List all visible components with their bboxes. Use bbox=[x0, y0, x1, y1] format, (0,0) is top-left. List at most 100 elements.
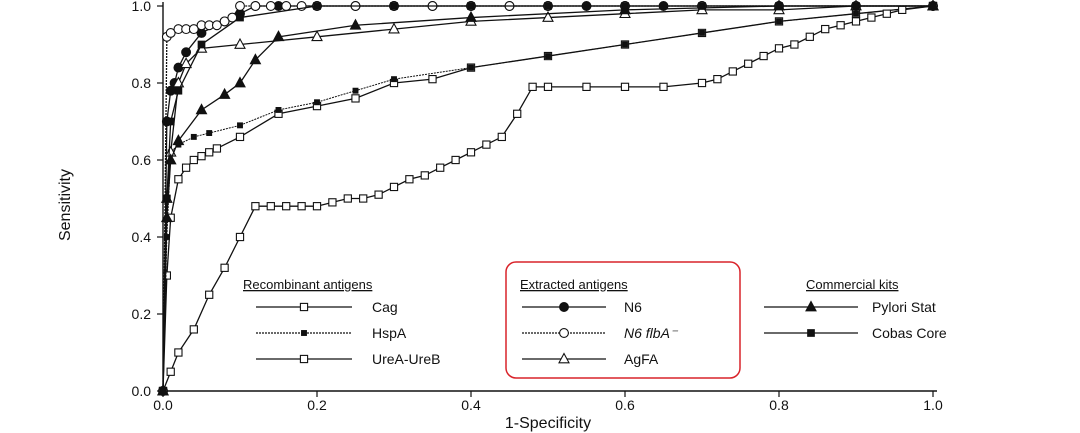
data-point-urea-ureb bbox=[205, 290, 214, 299]
legend-entry-pylori-stat: Pylori Stat bbox=[764, 299, 936, 315]
data-point-urea-ureb bbox=[867, 13, 876, 22]
data-point-urea-ureb bbox=[220, 263, 229, 272]
legend-swatch-marker bbox=[301, 330, 307, 336]
legend-label-cobas-core: Cobas Core bbox=[872, 325, 947, 341]
data-point-cag bbox=[351, 94, 360, 103]
data-point-urea-ureb bbox=[543, 82, 553, 91]
data-point-urea-ureb bbox=[744, 59, 753, 68]
legend-entry-urea-ureb: UreA-UreB bbox=[256, 351, 440, 367]
legend-label-n6: N6 bbox=[624, 299, 642, 315]
series-cobas-core bbox=[159, 2, 937, 395]
legend-entry-n6-flba: N6 flbA⁻ bbox=[522, 325, 679, 341]
legend-label-n6-flba: N6 flbA⁻ bbox=[624, 325, 679, 341]
data-point-cobas-core bbox=[544, 2, 552, 10]
data-point-urea-ureb bbox=[328, 198, 337, 207]
data-point-pylori-stat bbox=[465, 10, 477, 22]
data-point-hspa bbox=[776, 18, 782, 25]
data-point-urea-ureb bbox=[282, 202, 291, 211]
x-tick-label: 0.2 bbox=[307, 397, 327, 413]
data-point-cobas-core bbox=[775, 2, 783, 10]
data-point-urea-ureb bbox=[851, 17, 861, 26]
data-point-cobas-core bbox=[390, 2, 398, 10]
data-point-cag bbox=[174, 175, 183, 184]
data-point-urea-ureb bbox=[836, 21, 845, 30]
data-point-cobas-core bbox=[159, 387, 167, 395]
legend-label-cag: Cag bbox=[372, 299, 398, 315]
data-point-hspa bbox=[853, 10, 859, 17]
data-point-cobas-core bbox=[166, 117, 175, 126]
data-point-urea-ureb bbox=[513, 109, 522, 118]
series-cag bbox=[158, 1, 938, 396]
legend-swatch-marker bbox=[559, 302, 569, 312]
series-hspa bbox=[160, 3, 936, 394]
data-point-urea-ureb bbox=[266, 202, 275, 211]
data-point-urea-ureb bbox=[389, 182, 399, 192]
data-point-urea-ureb bbox=[466, 148, 476, 157]
data-point-urea-ureb bbox=[697, 78, 707, 88]
legend-swatch-marker bbox=[299, 354, 309, 364]
data-point-hspa bbox=[206, 130, 213, 136]
data-point-n6-flba bbox=[281, 1, 292, 11]
legend-swatch-marker bbox=[807, 329, 815, 337]
data-point-n6-flba bbox=[219, 16, 230, 27]
series-n6-flba bbox=[158, 1, 938, 396]
data-point-agfa bbox=[542, 10, 554, 22]
data-point-cag bbox=[162, 271, 171, 280]
series-n6 bbox=[158, 1, 938, 396]
data-point-urea-ureb bbox=[659, 82, 668, 91]
data-point-urea-ureb bbox=[497, 132, 506, 142]
data-point-urea-ureb bbox=[898, 5, 907, 14]
data-point-pylori-stat bbox=[349, 18, 362, 30]
y-tick-label: 0.6 bbox=[132, 152, 152, 168]
data-point-urea-ureb bbox=[728, 67, 737, 76]
legend-swatch-marker bbox=[299, 302, 309, 312]
legend-swatch-marker bbox=[558, 352, 570, 364]
data-point-cobas-core bbox=[197, 40, 206, 49]
data-point-urea-ureb bbox=[166, 367, 175, 376]
data-point-urea-ureb bbox=[713, 75, 722, 84]
axes: 0.0 0.2 0.4 0.6 0.8 1.0 0.0 0.2 0.4 0.6 0.8 1.0 bbox=[132, 0, 943, 413]
data-point-urea-ureb bbox=[451, 155, 460, 165]
x-tick-label: 1.0 bbox=[923, 397, 943, 413]
data-point-urea-ureb bbox=[774, 44, 784, 53]
series-urea-ureb bbox=[158, 1, 938, 396]
y-axis-title: Sensitivity bbox=[57, 169, 74, 241]
data-point-urea-ureb bbox=[620, 82, 630, 91]
x-axis-title: 1-Specificity bbox=[505, 415, 591, 432]
legend-entries: Cag HspA UreA-UreB N6 N6 flbA⁻ AgFA Pylori Sta… bbox=[256, 299, 947, 367]
legend: Recombinant antigens Extracted antigens … bbox=[243, 261, 947, 379]
data-point-urea-ureb bbox=[805, 32, 814, 41]
data-point-n6-flba bbox=[188, 24, 199, 35]
legend-swatch-marker bbox=[805, 300, 817, 312]
data-point-cag bbox=[197, 152, 206, 161]
data-point-urea-ureb bbox=[420, 171, 429, 180]
data-point-n6-flba bbox=[165, 28, 176, 38]
data-point-agfa bbox=[388, 22, 400, 34]
data-point-urea-ureb bbox=[359, 194, 368, 203]
data-point-urea-ureb bbox=[405, 175, 414, 184]
y-tick-label: 0.4 bbox=[132, 229, 152, 245]
legend-entry-cag: Cag bbox=[256, 299, 398, 315]
data-point-n6-flba bbox=[211, 20, 222, 31]
data-point-urea-ureb bbox=[343, 194, 352, 203]
x-tick-label: 0.4 bbox=[461, 397, 481, 413]
data-point-pylori-stat bbox=[218, 87, 231, 99]
data-point-agfa bbox=[234, 37, 246, 49]
data-point-urea-ureb bbox=[759, 51, 768, 61]
y-tick-label: 0.0 bbox=[132, 383, 152, 399]
data-point-pylori-stat bbox=[249, 53, 262, 65]
data-point-cag bbox=[181, 163, 191, 172]
data-point-urea-ureb bbox=[582, 82, 591, 91]
data-point-n6-flba bbox=[235, 1, 245, 11]
data-point-urea-ureb bbox=[482, 140, 491, 149]
legend-highlight-box bbox=[505, 261, 741, 379]
data-point-hspa bbox=[237, 122, 243, 129]
data-point-urea-ureb bbox=[235, 232, 245, 242]
x-tick-label: 0.8 bbox=[769, 397, 789, 413]
data-point-pylori-stat bbox=[195, 103, 208, 115]
data-point-cobas-core bbox=[698, 2, 706, 10]
legend-entry-cobas-core: Cobas Core bbox=[764, 325, 947, 341]
data-point-cag bbox=[212, 144, 222, 153]
data-point-cobas-core bbox=[929, 2, 937, 10]
data-point-cobas-core bbox=[621, 2, 629, 10]
